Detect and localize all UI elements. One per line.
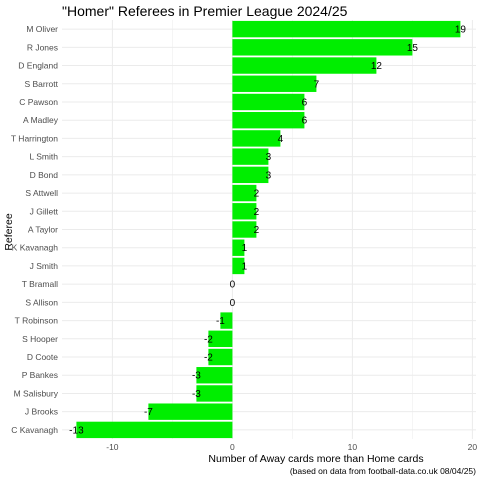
y-tick-label: L Smith	[29, 152, 58, 162]
data-label: 6	[302, 97, 308, 108]
y-tick-label: P Bankes	[22, 370, 58, 380]
y-tick-label: R Jones	[27, 42, 58, 52]
y-tick-label: S Attwell	[25, 188, 58, 198]
data-label: -1	[216, 316, 225, 327]
bar	[220, 312, 233, 329]
x-tick-label: 10	[348, 442, 358, 452]
bar	[148, 403, 233, 420]
bar	[232, 20, 461, 38]
bar	[208, 330, 233, 348]
y-tick-label: C Kavanagh	[11, 425, 58, 435]
data-label: -2	[204, 353, 213, 364]
bar	[232, 93, 305, 111]
bar	[232, 39, 413, 56]
bar	[232, 184, 257, 202]
y-tick-label: S Hooper	[22, 334, 58, 344]
data-label: -13	[69, 425, 84, 436]
data-label: 1	[242, 261, 248, 272]
y-tick-label: T Robinson	[15, 316, 59, 326]
y-tick-label: D England	[18, 61, 58, 71]
data-label: 0	[230, 280, 236, 291]
bar	[232, 221, 257, 238]
bar	[196, 385, 233, 402]
data-label: 12	[371, 61, 383, 72]
data-label: 3	[266, 152, 272, 163]
bar	[232, 57, 377, 74]
bar	[232, 257, 245, 275]
data-label: -3	[192, 389, 201, 400]
data-label: 7	[314, 79, 320, 90]
y-tick-label: A Taylor	[28, 225, 58, 235]
data-label: -7	[144, 407, 153, 418]
y-tick-label: J Smith	[30, 261, 59, 271]
bar	[208, 348, 233, 366]
y-tick-label: T Bramall	[22, 279, 58, 289]
bar	[232, 111, 305, 129]
y-tick-label: M Oliver	[26, 24, 58, 34]
y-tick-label: T Harrington	[11, 133, 58, 143]
y-tick-labels: M Oliver R Jones D England S Barrott C Pawso…	[11, 24, 59, 435]
y-tick-label: M Salisbury	[14, 388, 59, 398]
bars	[76, 20, 461, 439]
x-tick-label: -10	[106, 442, 119, 452]
data-label: 2	[254, 207, 260, 218]
data-label: 2	[254, 189, 260, 200]
y-tick-label: J Brooks	[25, 407, 58, 417]
y-tick-label: C Pawson	[19, 97, 58, 107]
bar	[196, 367, 233, 384]
x-tick-labels: -10 0 10 20	[106, 442, 477, 452]
y-tick-label: K Kavanagh	[12, 243, 59, 253]
y-tick-label: S Barrott	[24, 79, 58, 89]
bar	[76, 421, 233, 439]
data-label: 0	[230, 298, 236, 309]
bar	[232, 166, 269, 184]
x-tick-label: 0	[230, 442, 235, 452]
y-axis-title: Referee	[3, 213, 15, 251]
bar	[232, 203, 257, 220]
data-label: -3	[192, 371, 201, 382]
x-tick-label: 20	[468, 442, 478, 452]
bar	[232, 130, 281, 147]
y-tick-label: J Gillett	[30, 206, 59, 216]
chart-title: "Homer" Referees in Premier League 2024/…	[62, 3, 348, 19]
x-axis-title: Number of Away cards more than Home card…	[208, 453, 423, 465]
data-label: 4	[278, 134, 284, 145]
bar	[232, 75, 317, 92]
chart-caption: (based on data from football-data.co.uk …	[290, 466, 476, 476]
data-label: 3	[266, 170, 272, 181]
data-label: 2	[254, 225, 260, 236]
y-tick-label: A Madley	[23, 115, 59, 125]
data-label: 6	[302, 116, 308, 127]
bar	[232, 239, 245, 256]
data-label: 19	[455, 25, 467, 36]
data-label: 1	[242, 243, 248, 254]
data-label: -2	[204, 334, 213, 345]
data-label: 15	[407, 43, 419, 54]
y-tick-label: D Coote	[27, 352, 58, 362]
y-tick-label: D Bond	[30, 170, 59, 180]
y-tick-label: S Allison	[25, 297, 58, 307]
bar	[232, 148, 269, 165]
